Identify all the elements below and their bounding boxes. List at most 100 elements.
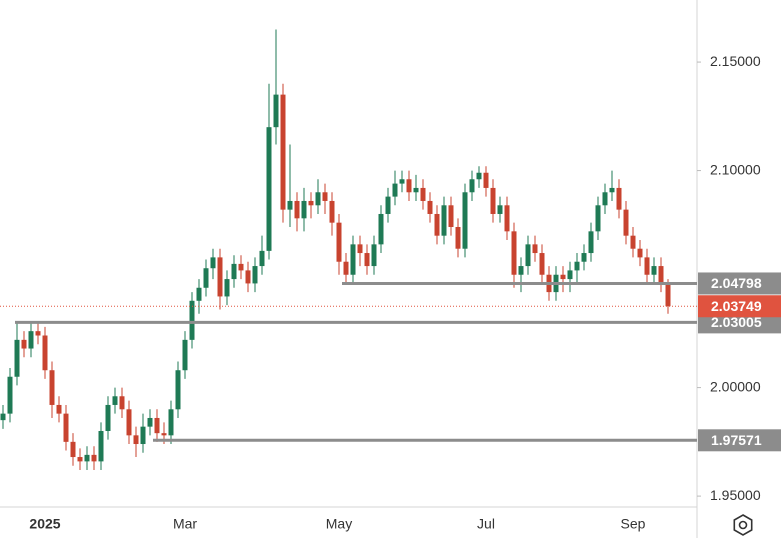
candle-body <box>196 287 202 301</box>
candle-body <box>77 457 83 462</box>
price-level-label: 2.04798 <box>711 275 762 291</box>
candle-body <box>623 209 629 236</box>
candle-body <box>448 205 454 228</box>
candle-body <box>441 205 447 236</box>
candle-body <box>427 200 433 214</box>
x-tick-label: 2025 <box>29 516 60 532</box>
candle-body <box>357 244 363 254</box>
settings-button[interactable] <box>733 514 753 536</box>
candle-body <box>483 172 489 188</box>
candle-body <box>574 261 580 271</box>
y-tick-label: 2.00000 <box>710 378 761 394</box>
candle-body <box>525 244 531 267</box>
candle-body <box>595 205 601 232</box>
candle-body <box>588 231 594 254</box>
price-level-label: 2.03005 <box>711 314 762 330</box>
candle-body <box>560 274 566 280</box>
candle-body <box>175 370 181 410</box>
candle-body <box>182 339 188 371</box>
candle-body <box>266 127 272 251</box>
candle-body <box>630 235 636 249</box>
candle-body <box>280 94 286 210</box>
candle-body <box>245 270 251 284</box>
candle-body <box>231 263 237 280</box>
candle-body <box>7 376 13 414</box>
candle-body <box>581 253 587 262</box>
candle-body <box>644 257 650 275</box>
candle-body <box>385 196 391 214</box>
candle-body <box>84 454 90 462</box>
candle-body <box>147 417 153 427</box>
candle-body <box>651 266 657 275</box>
candle-body <box>287 200 293 210</box>
candle-body <box>21 339 27 349</box>
candle-body <box>567 270 573 280</box>
candle-body <box>490 187 496 214</box>
candle-body <box>392 183 398 197</box>
candle-body <box>322 192 328 201</box>
candle-body <box>378 213 384 245</box>
candle-body <box>168 409 174 436</box>
candle-body <box>364 253 370 267</box>
candle-body <box>609 187 615 193</box>
last-price-label: 2.03749 <box>711 298 762 314</box>
candle-body <box>224 279 230 297</box>
candle-body <box>511 231 517 275</box>
candle-body <box>497 205 503 214</box>
last-price-tag <box>698 295 781 318</box>
candle-body <box>91 454 97 462</box>
candle-body <box>203 268 209 288</box>
candle-body <box>637 248 643 258</box>
candle-body <box>161 433 167 436</box>
candle-body <box>217 257 223 297</box>
candle-body <box>259 250 265 267</box>
candle-body <box>112 396 118 405</box>
candle-body <box>539 253 545 275</box>
candle-body <box>308 200 314 206</box>
candle-body <box>35 331 41 336</box>
candle-body <box>315 192 321 206</box>
y-tick-label: 2.10000 <box>710 161 761 177</box>
candle-body <box>42 335 48 371</box>
candle-body <box>658 266 664 284</box>
candle-body <box>14 339 20 377</box>
candle-body <box>105 404 111 431</box>
x-tick-label: Mar <box>173 516 197 532</box>
candle-body <box>476 172 482 180</box>
candle-body <box>413 187 419 193</box>
price-level-tag <box>698 272 781 295</box>
candle-body <box>602 192 608 206</box>
candle-body <box>406 179 412 193</box>
candle-body <box>210 257 216 269</box>
candle-body <box>616 187 622 210</box>
candle-body <box>665 283 671 307</box>
candle-body <box>434 213 440 236</box>
candle-body <box>126 409 132 436</box>
candle-body <box>189 300 195 340</box>
candle-body <box>301 200 307 219</box>
candle-body <box>532 244 538 254</box>
price-level-tag <box>698 429 781 452</box>
candle-body <box>0 413 6 421</box>
x-tick-label: Sep <box>621 516 646 532</box>
candle-body <box>63 413 69 442</box>
candle-body <box>70 441 76 458</box>
candle-body <box>119 396 125 410</box>
candle-body <box>28 331 34 349</box>
candle-body <box>252 266 258 284</box>
candle-body <box>336 222 342 262</box>
candle-body <box>462 192 468 249</box>
candle-body <box>140 426 146 445</box>
candle-body <box>504 205 510 232</box>
x-tick-label: Jul <box>477 516 495 532</box>
y-tick-label: 2.15000 <box>710 53 761 69</box>
x-tick-label: May <box>326 516 352 532</box>
candle-body <box>371 244 377 267</box>
candle-body <box>273 94 279 128</box>
candle-body <box>294 200 300 219</box>
candle-body <box>98 430 104 462</box>
candle-body <box>133 435 139 445</box>
candle-body <box>329 200 335 223</box>
candle-body <box>154 417 160 434</box>
